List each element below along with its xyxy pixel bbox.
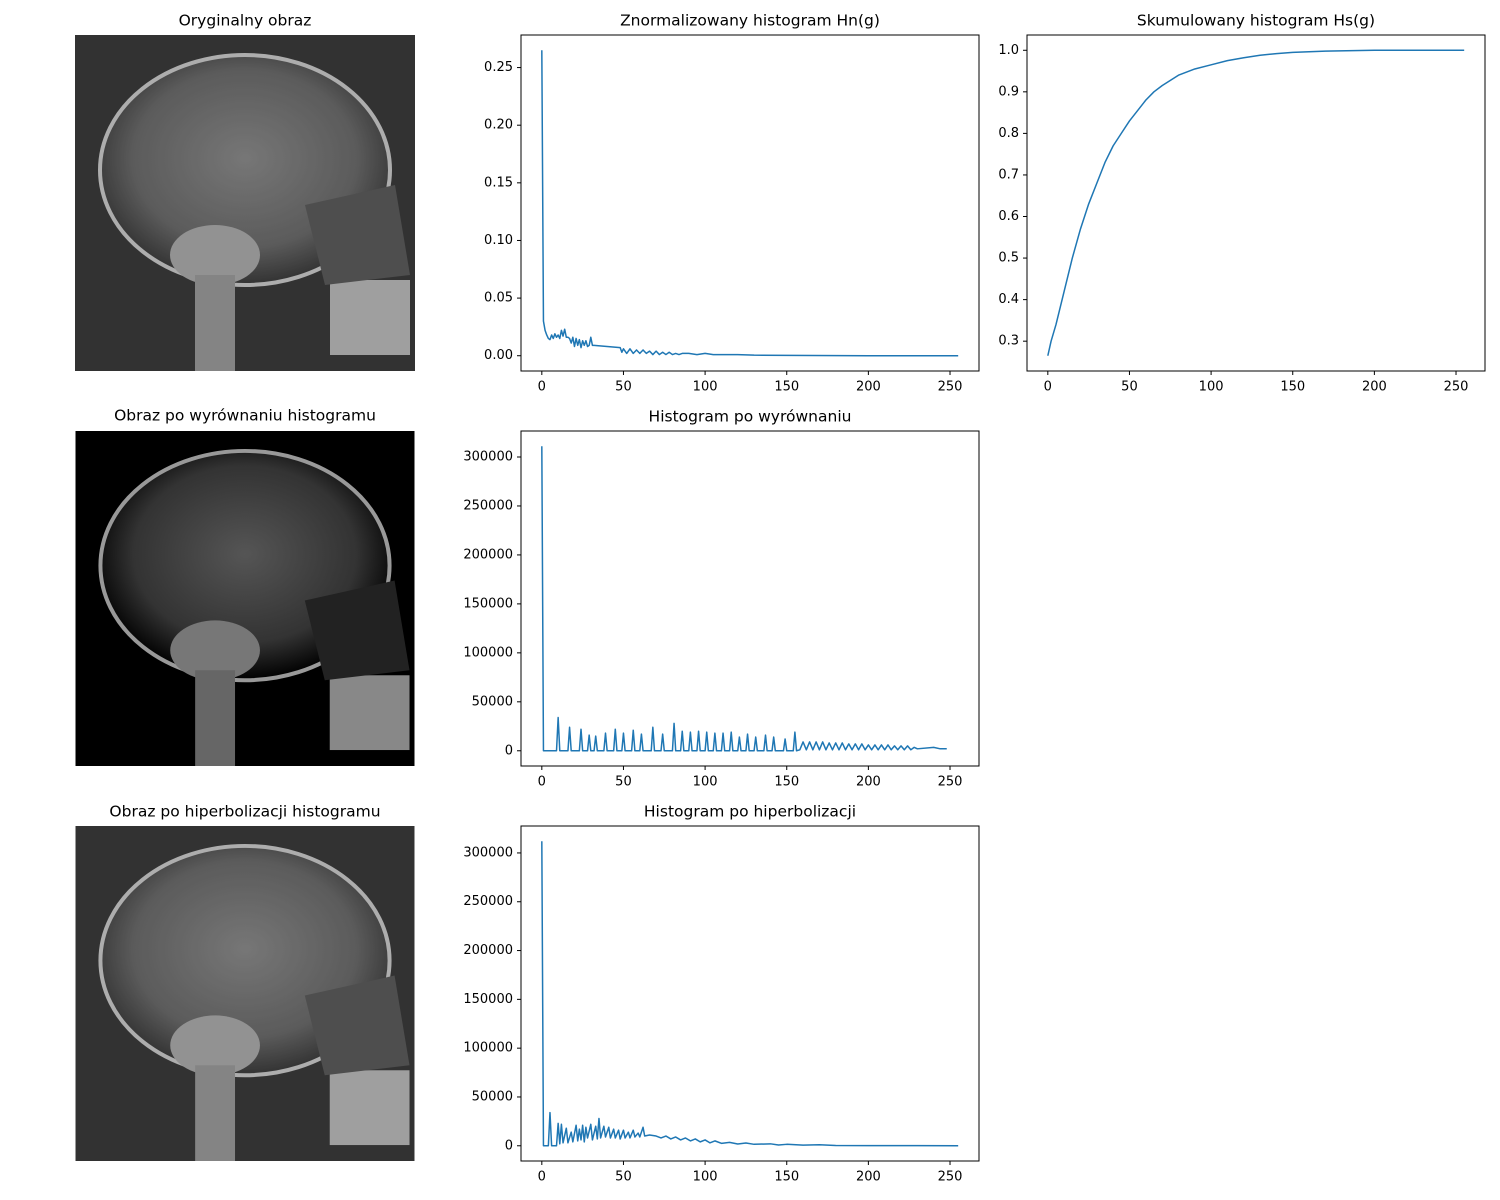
chart-title: Histogram po wyrównaniu: [649, 408, 852, 426]
x-tick-label: 150: [774, 775, 799, 790]
x-tick-label: 250: [938, 380, 963, 395]
y-tick-label: 250000: [463, 498, 513, 513]
x-tick-label: 100: [693, 1170, 718, 1185]
y-tick-label: 100000: [463, 1041, 513, 1056]
line: [541, 841, 959, 1147]
y-tick-label: 0.00: [484, 348, 513, 363]
y-tick-label: 1.0: [998, 43, 1019, 58]
x-tick-label: 50: [1121, 380, 1138, 395]
y-tick-label: 0.15: [484, 175, 513, 190]
y-tick-label: 150000: [463, 596, 513, 611]
y-tick-label: 0.10: [484, 233, 513, 248]
image-title: Obraz po hiperbolizacji histogramu: [109, 803, 380, 821]
x-tick-label: 200: [1362, 380, 1387, 395]
x-tick-label: 100: [1199, 380, 1224, 395]
y-tick-label: 200000: [463, 943, 513, 958]
x-tick-label: 250: [938, 775, 963, 790]
x-tick-label: 200: [856, 1170, 881, 1185]
image: [75, 826, 415, 1161]
x-tick-label: 150: [1280, 380, 1305, 395]
y-tick-label: 150000: [463, 992, 513, 1007]
y-tick-label: 200000: [463, 547, 513, 562]
x-tick-label: 100: [693, 775, 718, 790]
x-tick-label: 150: [774, 380, 799, 395]
y-tick-label: 0.9: [998, 84, 1019, 99]
image: [75, 431, 415, 766]
y-tick-label: 0.05: [484, 291, 513, 306]
x-tick-label: 150: [774, 1170, 799, 1185]
x-tick-label: 0: [538, 775, 546, 790]
y-tick-label: 0.8: [998, 126, 1019, 141]
y-tick-label: 100000: [463, 645, 513, 660]
y-tick-label: 0: [505, 1138, 513, 1153]
x-tick-label: 0: [538, 1170, 546, 1185]
y-tick-label: 0.6: [998, 209, 1019, 224]
x-tick-label: 50: [615, 775, 632, 790]
image: [75, 35, 415, 371]
y-tick-label: 0: [505, 743, 513, 758]
x-tick-label: 0: [1044, 380, 1052, 395]
y-tick-label: 0.3: [998, 334, 1019, 349]
x-tick-label: 250: [1444, 380, 1469, 395]
x-tick-label: 100: [693, 380, 718, 395]
image-title: Obraz po wyrównaniu histogramu: [114, 407, 376, 425]
y-tick-label: 300000: [463, 449, 513, 464]
y-tick-label: 300000: [463, 845, 513, 860]
y-tick-label: 0.7: [998, 167, 1019, 182]
axes-frame: [520, 825, 980, 1162]
y-tick-label: 50000: [472, 1089, 513, 1104]
x-tick-label: 50: [615, 1170, 632, 1185]
y-tick-label: 0.20: [484, 118, 513, 133]
x-tick-label: 200: [856, 775, 881, 790]
axes-frame: [520, 34, 980, 372]
axes-frame: [1026, 34, 1486, 372]
image-title: Oryginalny obraz: [179, 12, 312, 30]
line: [541, 446, 947, 752]
chart-title: Skumulowany histogram Hs(g): [1137, 12, 1375, 30]
y-tick-label: 250000: [463, 894, 513, 909]
x-tick-label: 50: [615, 380, 632, 395]
y-tick-label: 0.4: [998, 292, 1019, 307]
x-tick-label: 200: [856, 380, 881, 395]
chart-title: Znormalizowany histogram Hn(g): [620, 12, 880, 30]
chart-title: Histogram po hiperbolizacji: [644, 803, 856, 821]
y-tick-label: 0.5: [998, 251, 1019, 266]
line: [1047, 49, 1465, 356]
y-tick-label: 50000: [472, 694, 513, 709]
axes-frame: [520, 430, 980, 767]
x-tick-label: 0: [538, 380, 546, 395]
x-tick-label: 250: [938, 1170, 963, 1185]
y-tick-label: 0.25: [484, 60, 513, 75]
line: [541, 50, 959, 357]
